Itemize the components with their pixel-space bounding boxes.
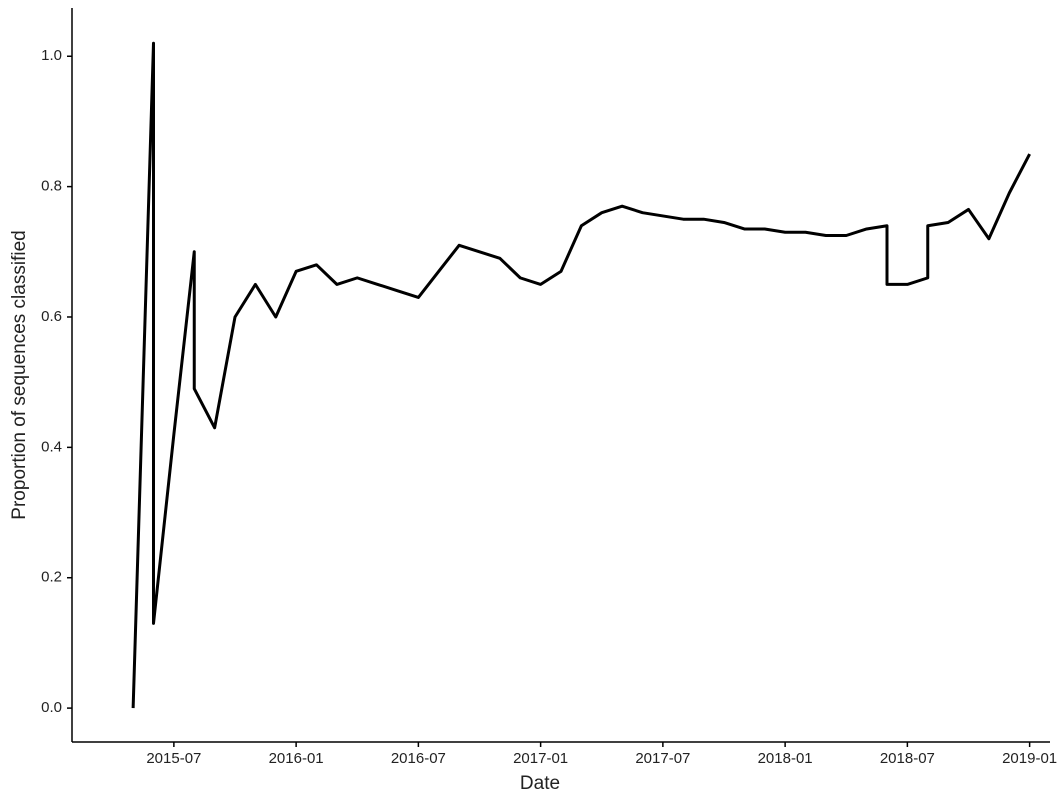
x-axis-label: Date	[520, 773, 560, 794]
x-tick-label: 2018-01	[758, 750, 813, 767]
data-line	[131, 41, 1031, 709]
y-tick-label: 0.8	[41, 178, 62, 195]
y-axis-label: Proportion of sequences classified	[9, 230, 30, 519]
x-tick-label: 2018-07	[880, 750, 935, 767]
x-tick-label: 2015-07	[146, 750, 201, 767]
x-tick-label: 2019-01	[1002, 750, 1057, 767]
x-tick-label: 2017-07	[635, 750, 690, 767]
y-tick-label: 1.0	[41, 47, 62, 64]
y-tick-label: 0.4	[41, 438, 62, 455]
x-tick-label: 2016-07	[391, 750, 446, 767]
y-tick-label: 0.2	[41, 569, 62, 586]
x-tick-label: 2017-01	[513, 750, 568, 767]
y-tick-label: 0.6	[41, 308, 62, 325]
y-tick-label: 0.0	[41, 699, 62, 716]
x-tick-label: 2016-01	[269, 750, 324, 767]
